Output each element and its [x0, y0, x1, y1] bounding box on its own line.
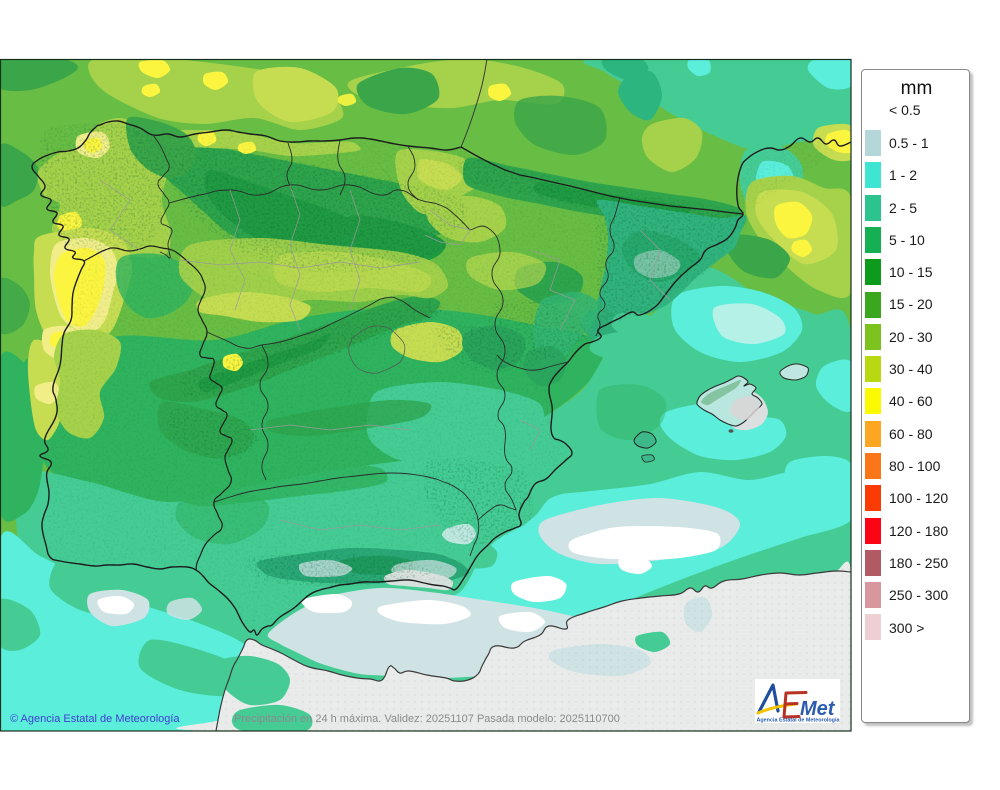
svg-text:Agencia Estatal de Meteorologí: Agencia Estatal de Meteorología [757, 718, 840, 724]
svg-text:Met: Met [800, 698, 836, 720]
